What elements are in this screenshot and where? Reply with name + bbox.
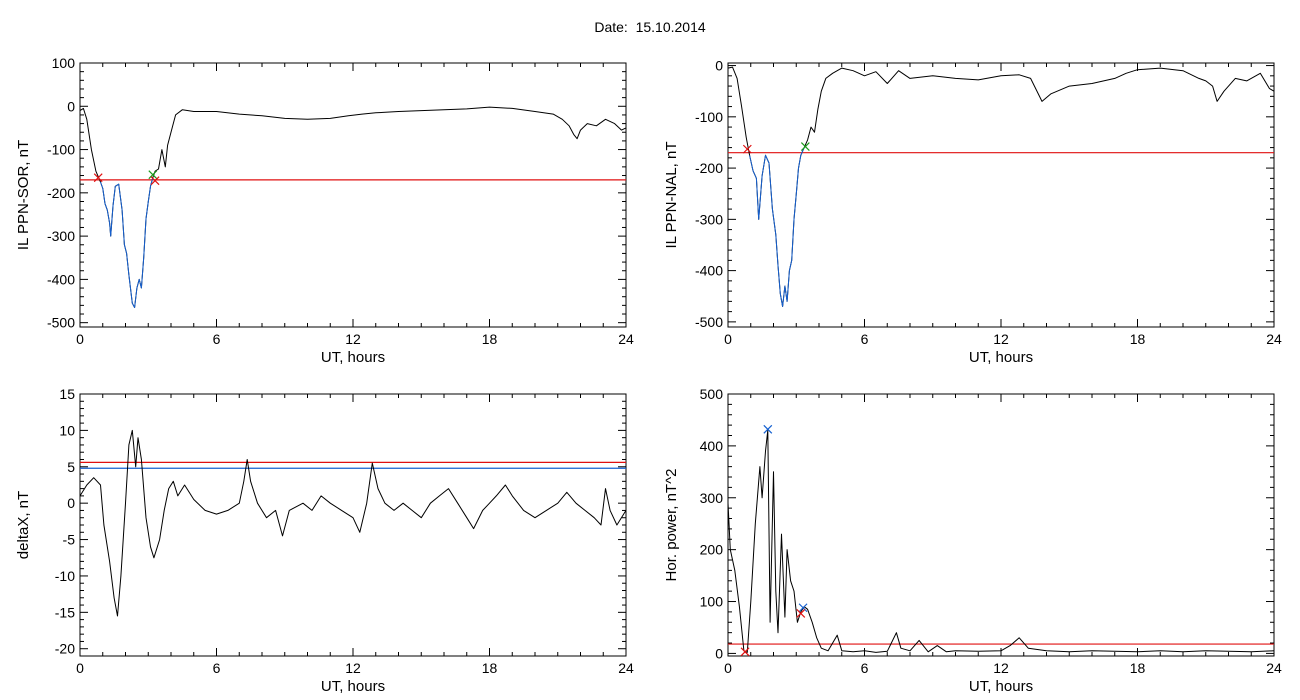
y-tick-label: 0	[715, 645, 723, 661]
x-tick-label: 18	[1130, 660, 1146, 676]
date-label: Date:	[594, 19, 628, 35]
series-main	[727, 66, 1275, 307]
x-tick-label: 0	[76, 331, 84, 347]
marker-x	[800, 142, 810, 151]
y-tick-label: 0	[67, 495, 75, 511]
y-tick-label: -300	[695, 211, 723, 227]
x-tick-label: 24	[618, 331, 634, 347]
marker-x	[93, 173, 103, 183]
marker-stroke	[798, 603, 808, 613]
x-tick-label: 0	[76, 660, 84, 676]
series-main	[727, 429, 1275, 653]
y-axis-title: IL PPN-NAL, nT	[663, 142, 680, 249]
x-axis-title: UT, hours	[321, 678, 385, 695]
y-tick-label: -20	[55, 641, 75, 657]
date-title: Date: 15.10.2014	[0, 19, 1300, 35]
y-tick-label: 100	[700, 594, 724, 610]
y-axis-title: IL PPN-SOR, nT	[15, 140, 32, 250]
marker-x	[798, 603, 808, 613]
marker-stroke	[763, 424, 773, 434]
x-tick-label: 6	[213, 660, 221, 676]
x-tick-label: 12	[993, 331, 1009, 347]
y-tick-label: 400	[700, 438, 724, 454]
y-tick-label: -500	[47, 315, 75, 331]
y-tick-label: -200	[47, 185, 75, 201]
y-tick-label: -400	[695, 263, 723, 279]
marker-stroke	[150, 176, 160, 186]
x-tick-label: 0	[724, 331, 732, 347]
y-tick-label: 300	[700, 490, 724, 506]
panel-ppn-nal: 0 6 12 18 24 0 -100 -200 -300 -400 -500 UT, hours IL…	[663, 58, 1282, 366]
panel-deltax: 0 6 12 18 24 15 10 5 0 -5 -10 -15 -20 UT, hours deltaX…	[15, 386, 634, 695]
x-tick-label: 24	[1266, 331, 1282, 347]
y-tick-label: -100	[47, 142, 75, 158]
date-value: 15.10.2014	[635, 19, 706, 35]
y-tick-label: 200	[700, 542, 724, 558]
y-tick-label: -300	[47, 228, 75, 244]
marker-stroke	[93, 173, 103, 183]
series-highlight	[749, 147, 805, 307]
y-axis-title: deltaX, nT	[15, 491, 32, 559]
marker-stroke	[742, 144, 752, 154]
x-tick-label: 18	[1130, 331, 1146, 347]
y-tick-label: -100	[695, 109, 723, 125]
y-tick-label: -500	[695, 314, 723, 330]
marker-stroke	[800, 142, 810, 151]
x-tick-label: 18	[482, 660, 498, 676]
y-tick-label: -400	[47, 271, 75, 287]
series-main	[79, 106, 627, 308]
marker-x	[740, 647, 750, 657]
x-axis-title: UT, hours	[969, 349, 1033, 366]
x-tick-label: 12	[345, 660, 361, 676]
x-tick-label: 24	[1266, 660, 1282, 676]
plot-frame	[727, 62, 1275, 328]
marker-stroke	[796, 609, 806, 618]
marker-x	[763, 424, 773, 434]
panel-ppn-sor: 0 6 12 18 24 100 0 -100 -200 -300 -400 -500 UT, hour…	[15, 55, 634, 366]
y-tick-label: 0	[67, 98, 75, 114]
y-tick-label: -10	[55, 568, 75, 584]
marker-x	[150, 176, 160, 186]
y-tick-label: -5	[63, 532, 76, 548]
y-tick-label: 5	[67, 459, 75, 475]
x-tick-label: 6	[213, 331, 221, 347]
y-tick-label: 500	[700, 386, 724, 402]
marker-stroke	[148, 170, 158, 180]
x-tick-label: 6	[861, 660, 869, 676]
y-axis-title: Hor. power, nT^2	[663, 469, 680, 582]
y-tick-label: 0	[715, 58, 723, 74]
marker-x	[148, 170, 158, 180]
x-axis-title: UT, hours	[321, 349, 385, 366]
plot-frame	[79, 62, 627, 328]
panel-hor-power: 0 6 12 18 24 0 100 200 300 400 500 UT, hours Hor. po…	[663, 386, 1282, 695]
x-tick-label: 12	[345, 331, 361, 347]
y-tick-label: -15	[55, 604, 75, 620]
marker-stroke	[740, 647, 750, 657]
x-tick-label: 24	[618, 660, 634, 676]
marker-x	[742, 144, 752, 154]
y-tick-label: 100	[52, 55, 76, 71]
series-main	[79, 429, 627, 617]
marker-x	[796, 609, 806, 618]
x-axis-title: UT, hours	[969, 678, 1033, 695]
series-highlight	[100, 177, 154, 308]
y-tick-label: -200	[695, 160, 723, 176]
x-tick-label: 18	[482, 331, 498, 347]
y-tick-label: 10	[59, 422, 75, 438]
x-tick-label: 0	[724, 660, 732, 676]
x-tick-label: 12	[993, 660, 1009, 676]
y-tick-label: 15	[59, 386, 75, 402]
x-tick-label: 6	[861, 331, 869, 347]
